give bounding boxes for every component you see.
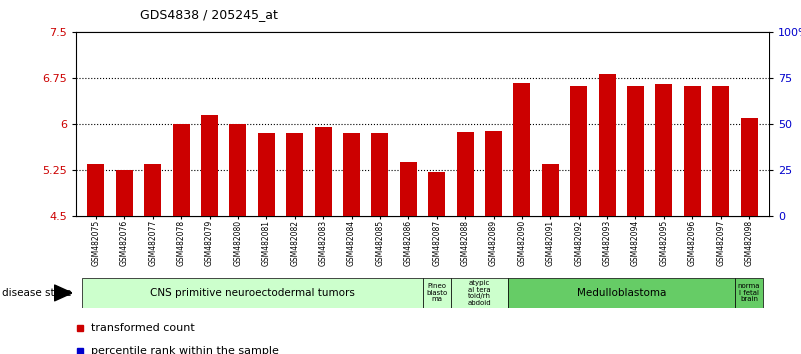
Bar [258,133,275,216]
Bar [741,118,758,216]
Bar [201,115,218,216]
Bar [627,86,644,216]
Bar [485,131,502,216]
Point [175,75,187,81]
Text: transformed count: transformed count [91,322,195,332]
Bar [598,74,616,216]
Text: GDS4838 / 205245_at: GDS4838 / 205245_at [140,8,278,21]
Point [316,79,329,84]
Point [373,95,386,101]
Point [203,69,216,75]
Bar [315,127,332,216]
Bar [508,278,735,308]
Bar [429,172,445,216]
Point [544,97,557,103]
Point [430,112,443,118]
Point [345,90,358,96]
Text: percentile rank within the sample: percentile rank within the sample [91,346,280,354]
Bar [343,133,360,216]
Bar [423,278,451,308]
Text: Medulloblastoma: Medulloblastoma [577,288,666,298]
Point [572,75,585,81]
Point [260,92,273,97]
Point [231,90,244,96]
Point [743,103,755,108]
Bar [712,86,729,216]
Point [516,72,529,77]
Bar [513,83,530,216]
Point [90,93,103,99]
Point [402,97,415,103]
Point [118,103,131,108]
Text: atypic
al tera
toid/rh
abdoid: atypic al tera toid/rh abdoid [468,280,491,306]
Bar [655,84,672,216]
Bar [570,86,587,216]
Bar [372,133,388,216]
Bar [173,124,190,216]
Point [459,93,472,99]
Point [601,51,614,57]
Bar [286,133,304,216]
Text: CNS primitive neuroectodermal tumors: CNS primitive neuroectodermal tumors [150,288,355,298]
Point [658,62,670,68]
Bar [82,278,423,308]
Point [487,88,500,93]
Polygon shape [54,285,72,301]
Point [147,95,159,101]
Point [629,75,642,81]
Bar [87,164,104,216]
Point [686,73,698,79]
Text: norma
l fetal
brain: norma l fetal brain [738,284,760,302]
Bar [451,278,508,308]
Bar [144,164,161,216]
Point [288,90,301,96]
Text: Pineo
blasto
ma: Pineo blasto ma [426,284,447,302]
Bar [229,124,247,216]
Bar [735,278,763,308]
Text: disease state: disease state [2,288,71,298]
Bar [541,164,559,216]
Bar [684,86,701,216]
Bar [116,170,133,216]
Point [714,75,727,81]
Bar [400,162,417,216]
Bar [457,132,473,216]
